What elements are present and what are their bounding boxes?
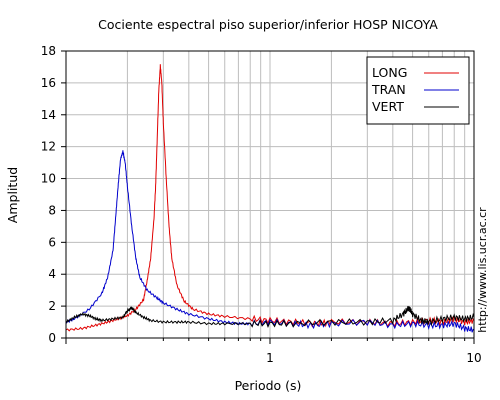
y-axis: 0 2 4 6 8 10 12 14 16 18 — [41, 44, 66, 345]
y-tick-label: 6 — [48, 235, 56, 249]
source-url-label: http://www.lis.ucr.ac.cr — [476, 207, 489, 333]
y-tick-label: 2 — [48, 299, 56, 313]
series-line-long — [65, 64, 475, 332]
x-axis: 1 10 — [65, 338, 482, 365]
y-axis-label: Amplitud — [5, 167, 20, 223]
y-tick-label: 10 — [41, 172, 56, 186]
y-tick-label: 4 — [48, 267, 56, 281]
legend-label: TRAN — [371, 82, 406, 97]
x-axis-label: Periodo (s) — [235, 378, 302, 393]
x-tick-label: 1 — [266, 351, 274, 365]
legend-label: LONG — [372, 65, 407, 80]
y-tick-label: 8 — [48, 203, 56, 217]
series-line-vert — [65, 305, 475, 329]
grid-lines — [66, 51, 474, 338]
legend: LONG TRAN VERT — [366, 56, 470, 125]
y-tick-label: 16 — [41, 76, 56, 90]
series-line-tran — [65, 150, 475, 333]
x-tick-label: 10 — [466, 351, 481, 365]
chart-title: Cociente espectral piso superior/inferio… — [98, 17, 438, 32]
series-group — [65, 64, 475, 333]
y-tick-label: 12 — [41, 140, 56, 154]
y-tick-label: 14 — [41, 108, 56, 122]
y-tick-label: 0 — [48, 331, 56, 345]
y-tick-label: 18 — [41, 44, 56, 58]
legend-label: VERT — [372, 99, 404, 114]
